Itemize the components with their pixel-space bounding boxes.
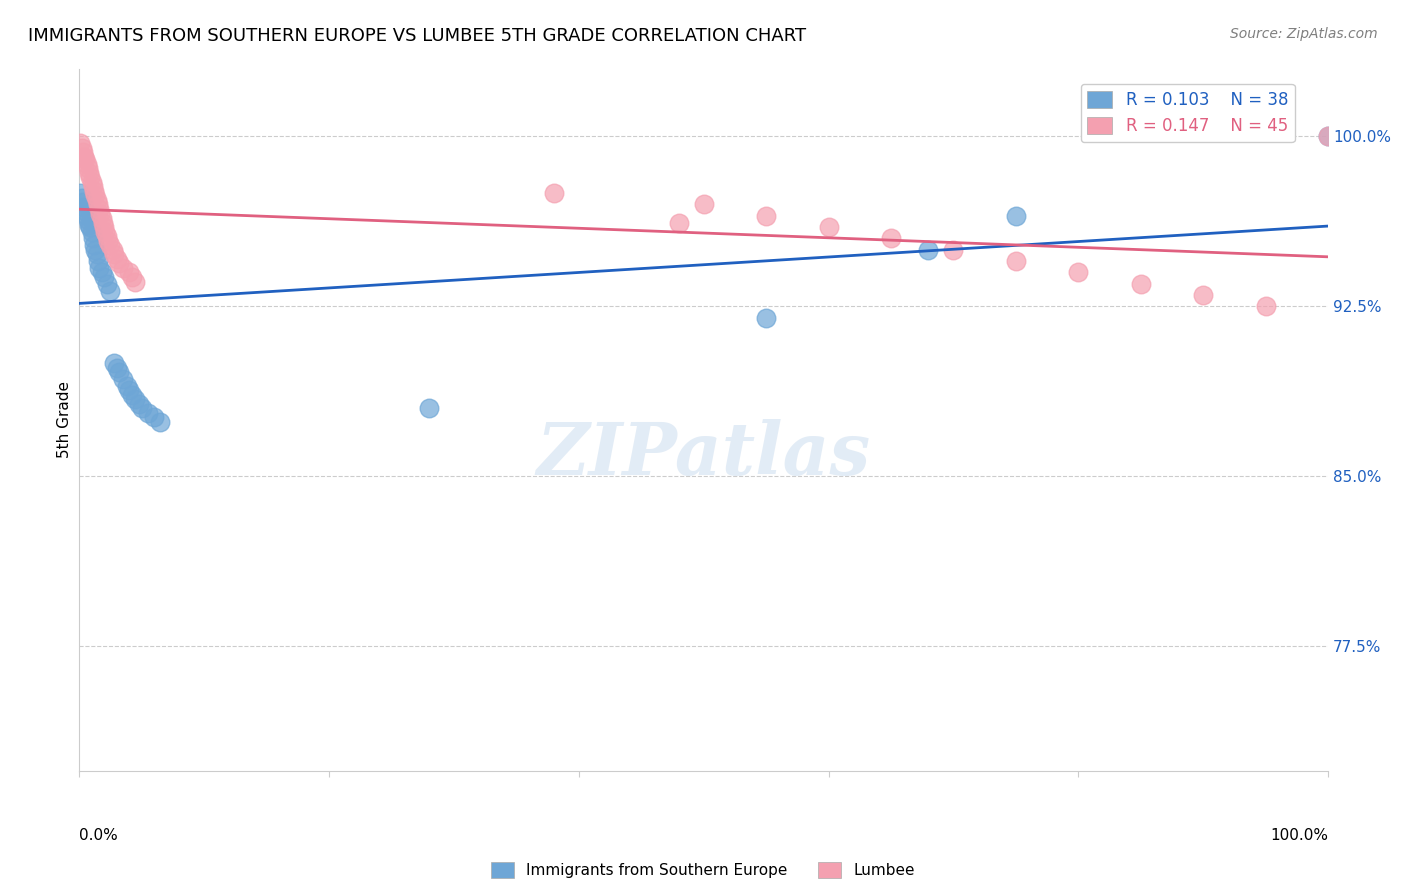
- Point: [76, 161, 98, 176]
- Point: [418, 401, 440, 416]
- Point: [90, 211, 112, 225]
- Point: [75, 152, 97, 166]
- Y-axis label: 5th Grade: 5th Grade: [58, 381, 72, 458]
- Point: [72, 195, 94, 210]
- Point: [1067, 265, 1090, 279]
- Point: [124, 392, 146, 407]
- Point: [73, 150, 96, 164]
- Point: [692, 197, 714, 211]
- Point: [1129, 277, 1152, 291]
- Point: [69, 186, 91, 201]
- Point: [91, 216, 114, 230]
- Point: [75, 204, 97, 219]
- Point: [1317, 129, 1340, 144]
- Point: [82, 179, 104, 194]
- Point: [118, 384, 141, 398]
- Point: [136, 406, 159, 420]
- Point: [70, 141, 93, 155]
- Point: [98, 284, 121, 298]
- Text: 0.0%: 0.0%: [79, 828, 118, 843]
- Point: [83, 238, 105, 252]
- Point: [917, 243, 939, 257]
- Point: [115, 378, 138, 392]
- Point: [79, 220, 101, 235]
- Point: [149, 415, 172, 429]
- Point: [1317, 129, 1340, 144]
- Point: [543, 186, 565, 201]
- Point: [84, 188, 107, 202]
- Point: [103, 247, 125, 261]
- Text: Source: ZipAtlas.com: Source: ZipAtlas.com: [1230, 27, 1378, 41]
- Point: [84, 243, 107, 257]
- Point: [128, 397, 150, 411]
- Point: [76, 209, 98, 223]
- Point: [124, 275, 146, 289]
- Point: [76, 157, 98, 171]
- Point: [77, 166, 100, 180]
- Point: [101, 243, 124, 257]
- Point: [105, 252, 128, 266]
- Point: [94, 225, 117, 239]
- Point: [103, 356, 125, 370]
- Point: [755, 310, 778, 325]
- Point: [87, 202, 110, 216]
- Point: [118, 265, 141, 279]
- Point: [942, 243, 965, 257]
- Point: [73, 200, 96, 214]
- Point: [108, 256, 131, 270]
- Point: [83, 184, 105, 198]
- Point: [87, 260, 110, 275]
- Point: [89, 206, 111, 220]
- Point: [1254, 300, 1277, 314]
- Point: [121, 388, 143, 402]
- Text: IMMIGRANTS FROM SOUTHERN EUROPE VS LUMBEE 5TH GRADE CORRELATION CHART: IMMIGRANTS FROM SOUTHERN EUROPE VS LUMBE…: [28, 27, 806, 45]
- Point: [1005, 254, 1028, 268]
- Point: [880, 231, 903, 245]
- Point: [87, 197, 110, 211]
- Point: [87, 254, 110, 268]
- Point: [82, 231, 104, 245]
- Point: [143, 410, 166, 425]
- Point: [93, 270, 115, 285]
- Point: [131, 401, 153, 416]
- Point: [105, 360, 128, 375]
- Point: [817, 220, 839, 235]
- Point: [96, 229, 118, 244]
- Point: [1005, 209, 1028, 223]
- Point: [96, 277, 118, 291]
- Point: [98, 238, 121, 252]
- Point: [79, 170, 101, 185]
- Point: [97, 234, 120, 248]
- Point: [1192, 288, 1215, 302]
- Point: [80, 225, 103, 239]
- Text: 100.0%: 100.0%: [1270, 828, 1329, 843]
- Point: [668, 216, 690, 230]
- Text: ZIPatlas: ZIPatlas: [537, 419, 870, 491]
- Point: [86, 193, 108, 207]
- Point: [76, 213, 98, 227]
- Point: [108, 365, 131, 379]
- Point: [80, 175, 103, 189]
- Point: [86, 247, 108, 261]
- Point: [755, 209, 778, 223]
- Point: [77, 218, 100, 232]
- Point: [72, 145, 94, 160]
- Point: [111, 372, 134, 386]
- Point: [121, 270, 143, 285]
- Point: [70, 191, 93, 205]
- Point: [93, 220, 115, 235]
- Legend: Immigrants from Southern Europe, Lumbee: Immigrants from Southern Europe, Lumbee: [485, 856, 921, 884]
- Point: [69, 136, 91, 151]
- Legend: R = 0.103    N = 38, R = 0.147    N = 45: R = 0.103 N = 38, R = 0.147 N = 45: [1081, 84, 1295, 142]
- Point: [111, 260, 134, 275]
- Point: [90, 265, 112, 279]
